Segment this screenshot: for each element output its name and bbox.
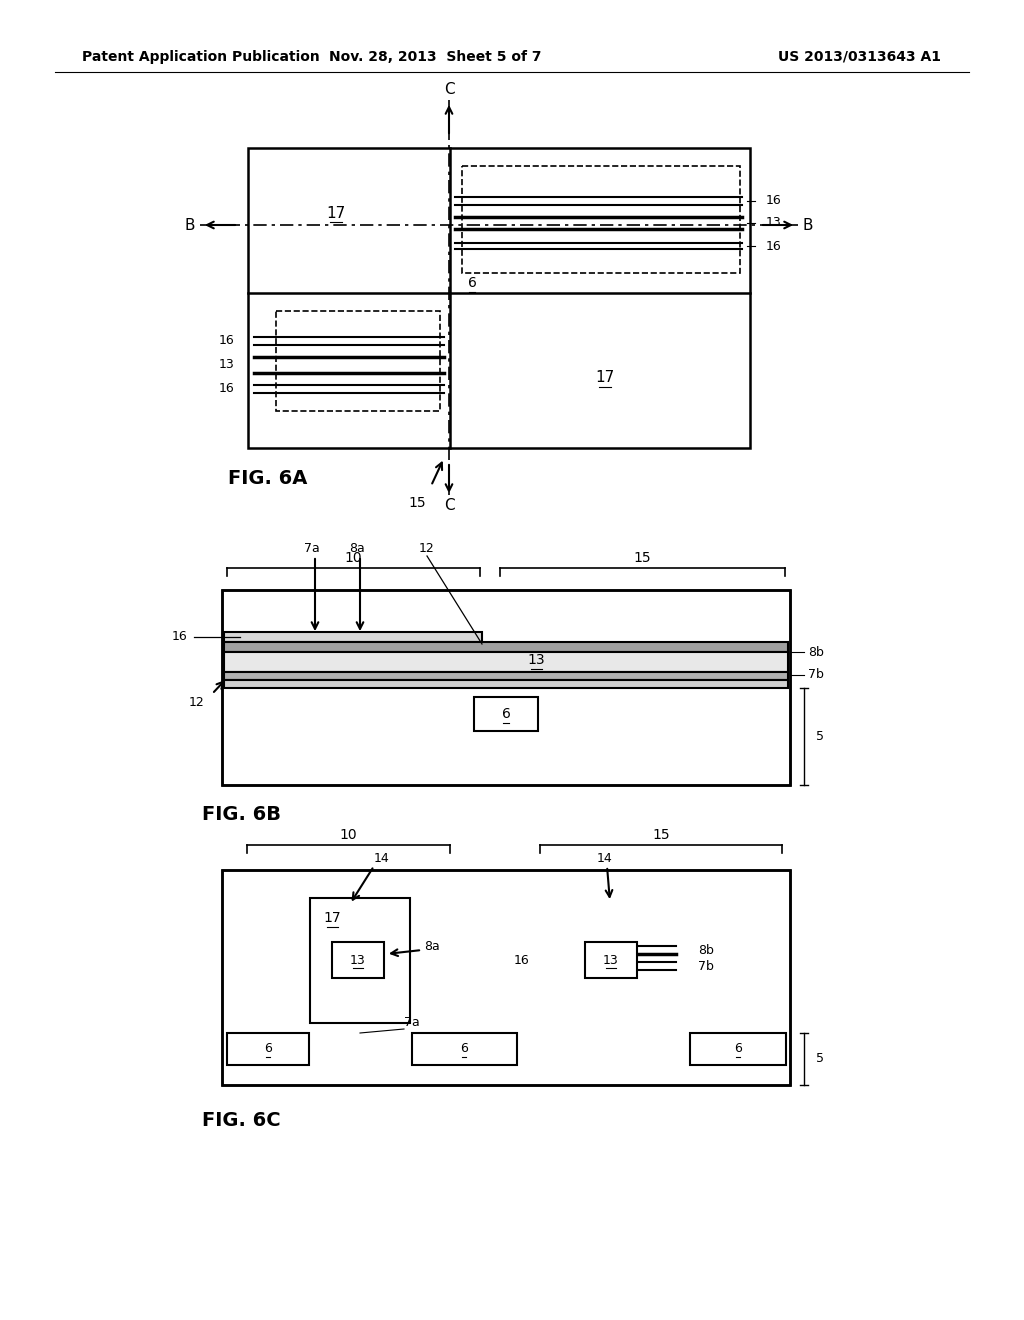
Text: 7a: 7a: [404, 1016, 420, 1030]
Bar: [585, 942, 637, 978]
Text: 5: 5: [816, 1052, 824, 1065]
Text: 15: 15: [652, 828, 670, 842]
Text: 10: 10: [339, 828, 356, 842]
Text: 16: 16: [172, 631, 187, 644]
Text: 17: 17: [324, 911, 341, 925]
Text: C: C: [443, 499, 455, 513]
Text: Patent Application Publication: Patent Application Publication: [82, 50, 319, 63]
Text: 15: 15: [633, 550, 651, 565]
Bar: [224, 652, 788, 672]
Text: 14: 14: [374, 851, 390, 865]
Bar: [412, 1034, 517, 1065]
Text: 13: 13: [350, 953, 366, 966]
Bar: [462, 166, 740, 273]
Bar: [248, 148, 750, 447]
Text: 16: 16: [766, 239, 781, 252]
Text: 8b: 8b: [808, 645, 824, 659]
Text: 17: 17: [595, 371, 614, 385]
Text: 6: 6: [264, 1043, 272, 1056]
Text: 7a: 7a: [304, 541, 319, 554]
Bar: [227, 1034, 309, 1065]
Text: 13: 13: [603, 953, 618, 966]
Text: 13: 13: [218, 359, 234, 371]
Text: B: B: [803, 218, 813, 232]
Text: 7b: 7b: [808, 668, 824, 681]
Text: 13: 13: [527, 653, 545, 667]
Text: B: B: [184, 218, 196, 232]
Text: FIG. 6B: FIG. 6B: [202, 805, 281, 825]
Bar: [224, 680, 788, 688]
Text: 12: 12: [188, 696, 204, 709]
Text: C: C: [443, 82, 455, 98]
Bar: [690, 1034, 786, 1065]
Text: 16: 16: [766, 194, 781, 207]
Bar: [224, 672, 788, 680]
Text: 13: 13: [766, 216, 781, 230]
Text: US 2013/0313643 A1: US 2013/0313643 A1: [778, 50, 941, 63]
Bar: [276, 312, 440, 411]
Text: 10: 10: [344, 550, 361, 565]
Text: FIG. 6A: FIG. 6A: [228, 469, 307, 487]
Text: 16: 16: [218, 383, 234, 396]
Text: 8a: 8a: [349, 541, 365, 554]
Bar: [332, 942, 384, 978]
Text: 6: 6: [734, 1043, 742, 1056]
Bar: [222, 870, 790, 1085]
Bar: [224, 642, 788, 652]
Text: 16: 16: [218, 334, 234, 347]
Text: 7b: 7b: [698, 960, 714, 973]
Text: 8a: 8a: [424, 940, 440, 953]
Text: FIG. 6C: FIG. 6C: [202, 1110, 281, 1130]
Bar: [222, 870, 790, 1085]
Text: 6: 6: [460, 1043, 468, 1056]
Bar: [474, 697, 538, 731]
Bar: [222, 590, 790, 785]
Text: 8b: 8b: [698, 944, 714, 957]
Bar: [310, 898, 410, 1023]
Text: 15: 15: [409, 496, 426, 510]
Bar: [224, 632, 482, 642]
Text: 5: 5: [816, 730, 824, 742]
Text: Nov. 28, 2013  Sheet 5 of 7: Nov. 28, 2013 Sheet 5 of 7: [329, 50, 542, 63]
Text: 6: 6: [468, 276, 476, 290]
Text: 6: 6: [502, 708, 510, 721]
Bar: [222, 590, 790, 785]
Text: 16: 16: [514, 953, 529, 966]
Text: 17: 17: [327, 206, 346, 220]
Text: 12: 12: [419, 541, 435, 554]
Text: 14: 14: [597, 851, 613, 865]
